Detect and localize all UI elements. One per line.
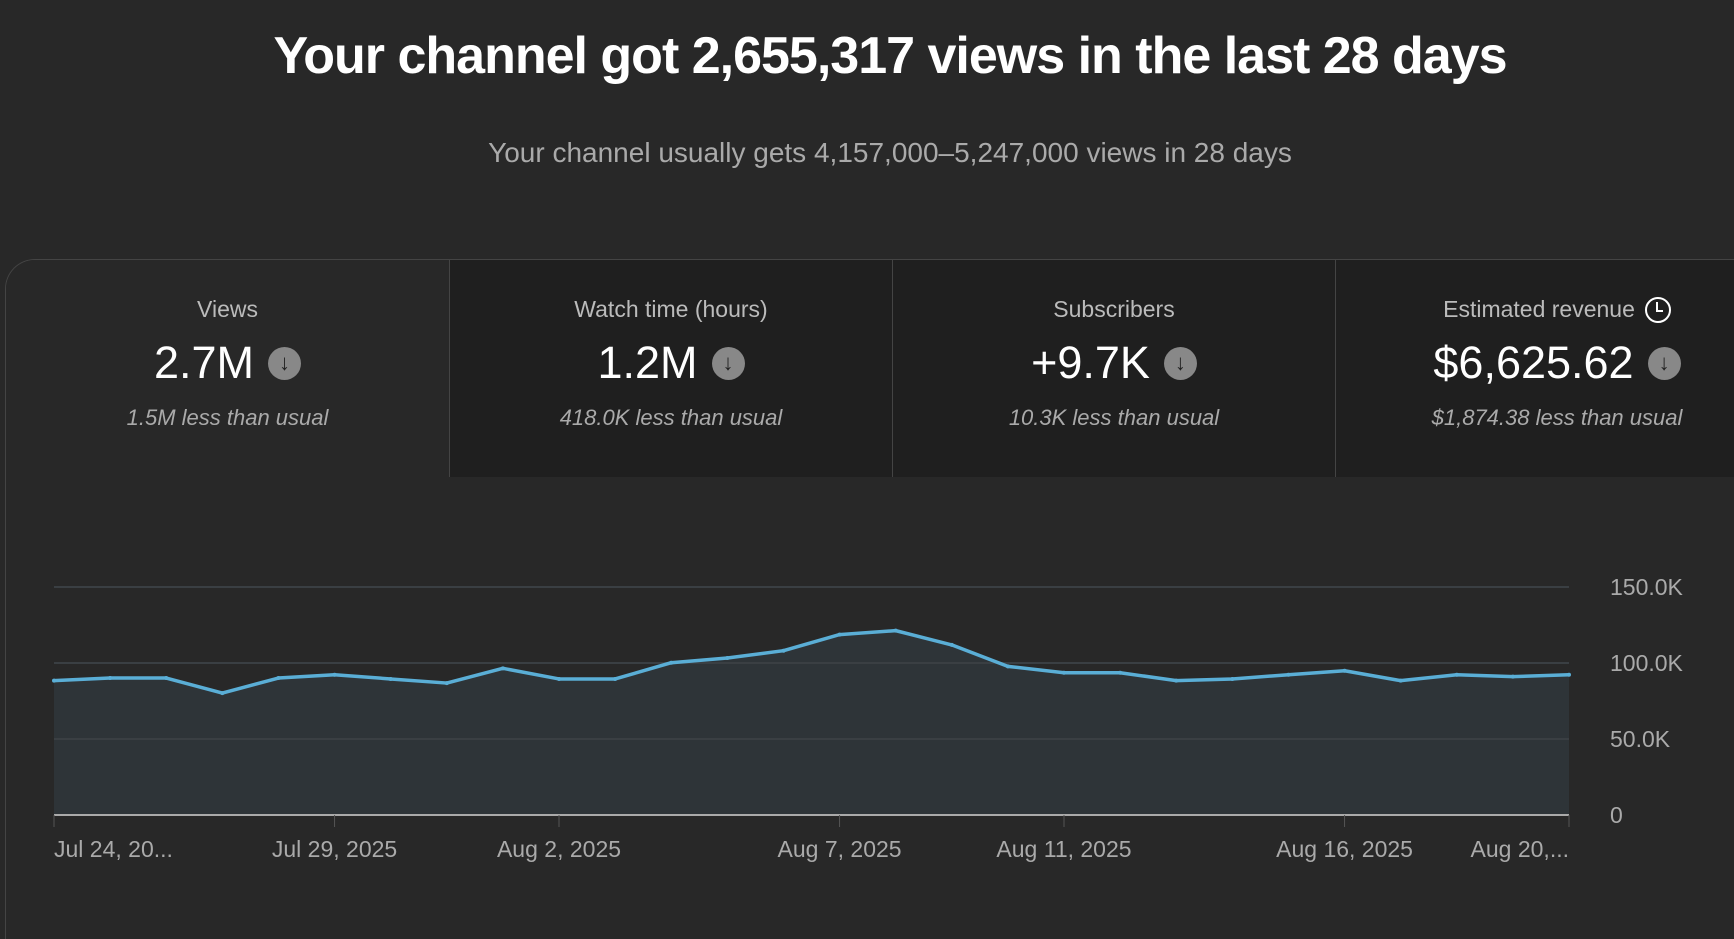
tab-views[interactable]: Views 2.7M ↓ 1.5M less than usual: [6, 260, 449, 477]
metric-value: 1.2M: [597, 337, 698, 388]
arrow-down-icon: ↓: [1163, 346, 1197, 380]
clock-icon[interactable]: [1644, 296, 1671, 323]
metric-label: Watch time (hours): [574, 296, 768, 322]
y-tick-label: 150.0K: [1610, 574, 1684, 600]
y-tick-label: 0: [1610, 802, 1623, 828]
data-point: [781, 648, 786, 653]
metric-value: +9.7K: [1031, 337, 1150, 388]
data-point: [1510, 674, 1515, 679]
data-point: [837, 632, 842, 637]
data-point: [949, 642, 954, 647]
data-point: [276, 676, 281, 681]
data-point: [444, 681, 449, 686]
arrow-down-icon: ↓: [268, 346, 302, 380]
metrics-card: Views 2.7M ↓ 1.5M less than usual Watch t…: [5, 259, 1734, 939]
data-point: [557, 676, 561, 681]
tab-subscribers[interactable]: Subscribers +9.7K ↓ 10.3K less than usual: [892, 260, 1335, 477]
tab-watch-time[interactable]: Watch time (hours) 1.2M ↓ 418.0K less tha…: [449, 260, 892, 477]
page-subtitle: Your channel usually gets 4,157,000–5,24…: [488, 137, 1292, 168]
data-point: [1454, 672, 1459, 677]
data-point: [613, 676, 618, 681]
views-chart: 0 50.0K 100.0K 150.0K Jul 24, 20... Jul 29, 2…: [52, 574, 1684, 862]
x-tick-label: Aug 7, 2025: [778, 836, 902, 862]
metric-label: Subscribers: [1053, 296, 1175, 322]
data-point: [1174, 678, 1179, 683]
x-tick-label: Jul 24, 20...: [54, 836, 173, 862]
x-tick-label: Aug 16, 2025: [1276, 836, 1413, 862]
data-point: [669, 660, 674, 665]
data-point: [332, 672, 337, 677]
y-tick-label: 100.0K: [1610, 650, 1684, 676]
metric-value: 2.7M: [153, 337, 255, 388]
data-point: [500, 666, 505, 671]
data-point: [1005, 664, 1010, 669]
data-point: [1230, 676, 1235, 681]
page-title: Your channel got 2,655,317 views in the …: [273, 27, 1507, 85]
metric-label: Estimated revenue: [1443, 296, 1635, 322]
metric-label: Views: [197, 296, 258, 322]
metric-delta: 1.5M less than usual: [126, 405, 329, 430]
data-point: [1286, 672, 1291, 677]
data-point: [388, 676, 393, 681]
metric-delta: 10.3K less than usual: [1008, 405, 1220, 430]
data-point: [220, 691, 225, 696]
arrow-down-icon: ↓: [1647, 346, 1681, 380]
data-point: [893, 628, 898, 633]
data-point: [1062, 670, 1066, 675]
data-point: [1342, 668, 1347, 673]
data-point: [108, 676, 113, 681]
y-tick-label: 50.0K: [1610, 726, 1671, 752]
data-point: [1567, 672, 1571, 677]
data-point: [1118, 670, 1123, 675]
data-point: [1398, 678, 1403, 683]
views-line: [53, 628, 1570, 695]
tab-estimated-revenue[interactable]: Estimated revenue $6,625.62 ↓ $1,874.38 l…: [1335, 260, 1734, 477]
metric-value: $6,625.62: [1433, 337, 1634, 388]
arrow-down-icon: ↓: [711, 346, 745, 380]
x-tick-label: Aug 2, 2025: [497, 836, 621, 862]
x-tick-label: Aug 20,...: [1471, 836, 1569, 862]
x-tick-label: Aug 11, 2025: [996, 836, 1131, 862]
x-tick-label: Jul 29, 2025: [272, 836, 397, 862]
metric-delta: $1,874.38 less than usual: [1431, 405, 1683, 430]
data-point: [52, 678, 56, 683]
metric-delta: 418.0K less than usual: [559, 405, 783, 430]
data-point: [164, 676, 169, 681]
data-point: [725, 655, 730, 660]
area-fill: [54, 630, 1569, 815]
